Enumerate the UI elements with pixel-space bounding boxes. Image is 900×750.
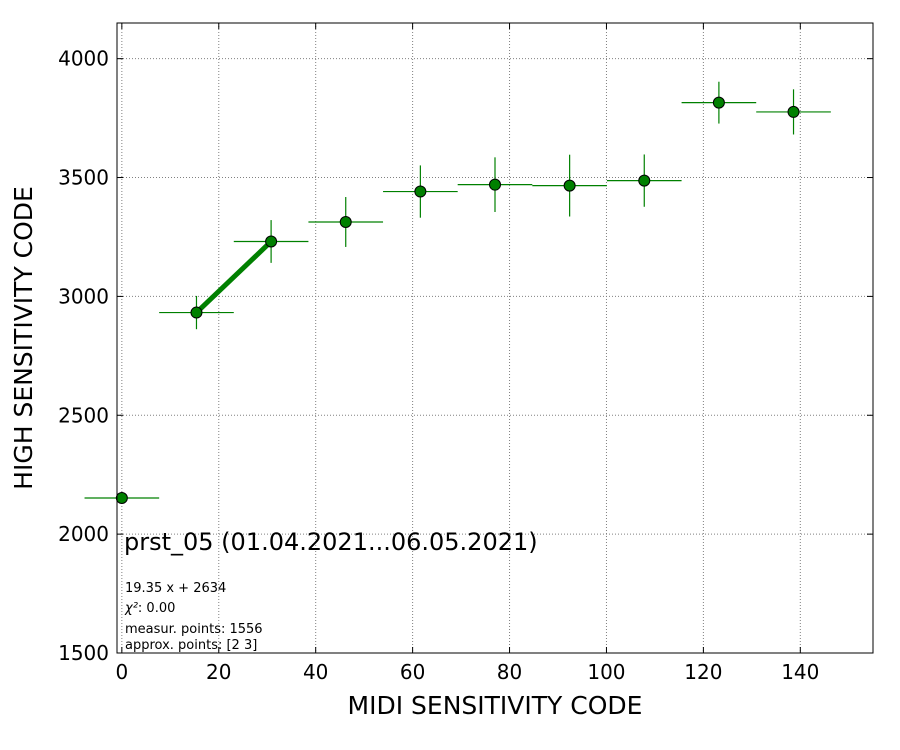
x-tick-label: 140 xyxy=(781,660,819,684)
x-tick-label: 40 xyxy=(303,660,328,684)
x-axis-label: MIDI SENSITIVITY CODE xyxy=(348,691,643,720)
data-point xyxy=(190,306,203,319)
chi2-annotation: χ²: 0.00 xyxy=(124,601,175,616)
x-tick-label: 120 xyxy=(684,660,722,684)
y-axis-label: HIGH SENSITIVITY CODE xyxy=(9,186,38,490)
y-tick-label: 2000 xyxy=(58,522,109,546)
grid xyxy=(117,23,873,654)
measur-points: measur. points: 1556 xyxy=(125,622,263,637)
y-tick-label: 1500 xyxy=(58,641,109,665)
data-point xyxy=(414,185,427,198)
data-point xyxy=(712,96,725,109)
chi2-value: : 0.00 xyxy=(138,601,175,616)
data-point xyxy=(115,491,128,504)
data-point xyxy=(265,235,278,248)
approx-points: approx. points: [2 3] xyxy=(125,638,257,653)
y-tick-label: 4000 xyxy=(58,47,109,71)
x-tick-label: 20 xyxy=(206,660,231,684)
x-tick-labels: 0 20 40 60 80 100 120 140 xyxy=(115,660,819,684)
y-tick-label: 3000 xyxy=(58,284,109,308)
y-tick-label: 3500 xyxy=(58,166,109,190)
y-tick-label: 2500 xyxy=(58,403,109,427)
x-tick-label: 60 xyxy=(400,660,425,684)
ticks xyxy=(117,23,873,654)
fit-equation: 19.35 x + 2634 xyxy=(125,581,226,596)
data-point xyxy=(787,105,800,118)
x-tick-label: 0 xyxy=(115,660,128,684)
chart-title: prst_05 (01.04.2021...06.05.2021) xyxy=(124,528,538,556)
fit-line xyxy=(194,239,273,315)
fit-line-segment xyxy=(194,239,273,315)
data-point xyxy=(638,174,651,187)
data-points xyxy=(115,96,800,504)
plot-frame xyxy=(116,22,874,654)
error-bars xyxy=(84,81,831,499)
data-point xyxy=(489,178,501,191)
x-tick-label: 80 xyxy=(497,660,522,684)
x-tick-label: 100 xyxy=(587,660,625,684)
y-tick-labels: 1500 2000 2500 3000 3500 4000 xyxy=(58,47,109,665)
chi2-label: χ² xyxy=(124,601,138,616)
data-point xyxy=(563,179,576,192)
data-point xyxy=(339,215,352,228)
